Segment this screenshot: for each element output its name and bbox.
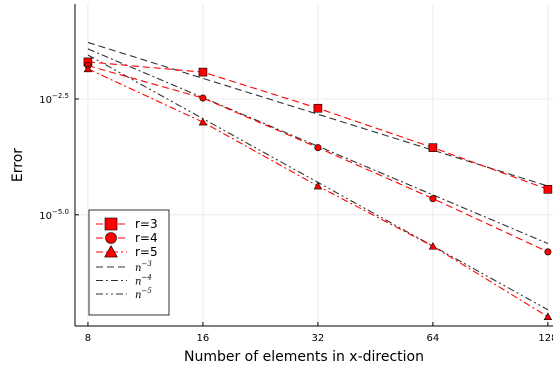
data-point-r=5 [543,312,553,320]
data-point-r=3 [313,103,323,113]
legend-ref-label-3: n−5 [135,287,152,301]
legend-marker-r=4 [105,232,117,244]
y-tick-label: 10−2.5 [39,92,69,106]
y-tick-label: 10−5.0 [39,208,69,222]
y-axis-title: Error [10,148,26,182]
legend-marker-r=3 [104,217,118,231]
reference-line-1 [87,41,549,187]
x-tick-label: 16 [197,333,210,344]
data-series [83,57,553,320]
data-point-r=5 [83,64,93,73]
legend-box [88,209,170,316]
reference-line-2 [87,48,549,245]
legend-ref-label-2: n−4 [135,274,152,288]
data-point-r=4 [544,248,552,256]
legend: r=3r=4r=5n−3n−4n−5 [88,209,170,316]
legend-label-r=4: r=4 [135,231,158,245]
legend-label-r=3: r=3 [135,217,158,231]
legend-marker-r=5 [104,245,118,258]
legend-label-r=5: r=5 [135,245,158,259]
axes [74,4,553,327]
tick-labels: 8 16 32 64 128 10−2.5 10−5.0 [39,92,553,344]
data-point-r=4 [429,195,437,203]
x-tick-label: 64 [427,333,440,344]
legend-ref-label-1: n−3 [135,260,152,274]
data-point-r=4 [314,144,322,152]
data-point-r=5 [428,242,438,250]
x-tick-label: 32 [312,333,325,344]
x-tick-label: 128 [538,333,553,344]
data-point-r=3 [428,143,438,152]
data-point-r=4 [199,94,207,102]
x-axis-title: Number of elements in x-direction [184,349,424,365]
data-point-r=5 [313,181,323,190]
data-point-r=3 [543,185,553,194]
x-tick-label: 8 [85,333,91,344]
data-point-r=3 [198,67,208,77]
data-point-r=5 [198,117,208,126]
